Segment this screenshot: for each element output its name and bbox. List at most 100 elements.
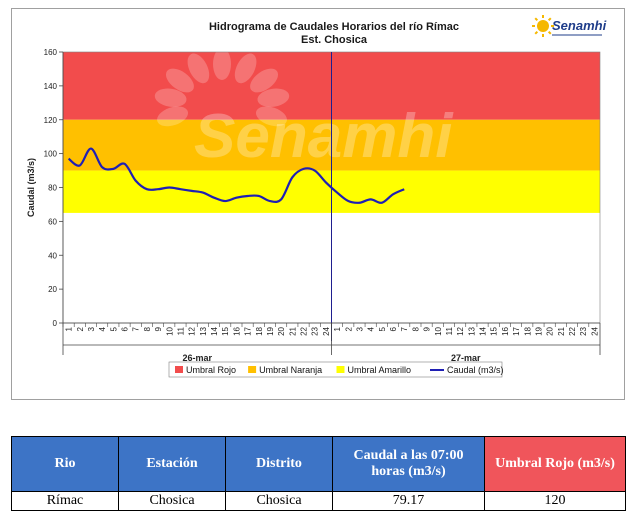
x-tick-label: 12 (456, 326, 465, 335)
x-tick-label: 5 (109, 326, 118, 331)
x-tick-label: 2 (76, 326, 85, 331)
x-tick-label: 19 (534, 326, 543, 335)
x-tick-label: 23 (311, 326, 320, 335)
y-tick-label: 40 (48, 251, 57, 260)
x-tick-label: 4 (98, 326, 107, 331)
watermark-sun-ray (213, 48, 231, 80)
x-tick-label: 6 (389, 326, 398, 331)
y-tick-label: 80 (48, 184, 57, 193)
senamhi-logo: Senamhi (532, 15, 607, 37)
x-tick-label: 20 (277, 326, 286, 335)
x-tick-label: 8 (411, 326, 420, 331)
watermark-sun-ray (154, 88, 187, 107)
watermark-sun-ray (234, 53, 257, 84)
chart-title: Hidrograma de Caudales Horarios del río … (209, 21, 459, 33)
x-tick-label: 10 (165, 326, 174, 335)
legend-swatch (248, 366, 257, 373)
header-distrito: Distrito (225, 436, 333, 492)
legend-label: Umbral Rojo (186, 365, 236, 375)
watermark-sun-ray (157, 106, 189, 127)
watermark-group: Senamhi (154, 48, 454, 171)
x-tick-label: 13 (467, 326, 476, 335)
x-tick-label: 1 (333, 326, 342, 331)
y-axis-label: Caudal (m3/s) (26, 158, 36, 217)
cell-estacion: Chosica (118, 491, 226, 511)
x-tick-label: 9 (154, 326, 163, 331)
x-tick-label: 16 (232, 326, 241, 335)
x-tick-label: 4 (367, 326, 376, 331)
x-tick-label: 8 (143, 326, 152, 331)
cell-caudal: 79.17 (332, 491, 485, 511)
x-tick-label: 7 (400, 326, 409, 331)
x-tick-label: 13 (199, 326, 208, 335)
logo-text: Senamhi (552, 18, 607, 33)
legend-box (168, 361, 503, 378)
legend-swatch (336, 366, 345, 373)
x-tick-label: 2 (344, 326, 353, 331)
y-tick-label: 160 (44, 48, 58, 57)
x-tick-label: 11 (176, 326, 185, 335)
y-tick-label: 140 (44, 82, 58, 91)
x-tick-label: 17 (512, 326, 521, 335)
x-tick-label: 20 (546, 326, 555, 335)
cell-umbral-rojo: 120 (484, 491, 626, 511)
watermark-text: Senamhi (194, 102, 454, 171)
day-label: 27-mar (451, 353, 481, 363)
legend-swatch (175, 366, 183, 373)
logo-sun-ray (547, 30, 552, 35)
x-tick-label: 12 (188, 326, 197, 335)
y-tick-label: 20 (48, 285, 57, 294)
header-caudal: Caudal a las 07:00 horas (m3/s) (332, 436, 485, 492)
x-tick-label: 18 (523, 326, 532, 335)
cell-distrito: Chosica (225, 491, 333, 511)
watermark-sun-ray (250, 68, 279, 93)
x-tick-label: 1 (65, 326, 74, 331)
logo-sun-ray (547, 17, 552, 22)
x-tick-label: 7 (132, 326, 141, 331)
y-tick-label: 100 (44, 150, 58, 159)
legend-label: Umbral Naranja (259, 365, 322, 375)
chart-subtitle: Est. Chosica (301, 34, 368, 46)
x-tick-label: 15 (221, 326, 230, 335)
x-tick-label: 16 (501, 326, 510, 335)
logo-sun-ray (534, 30, 539, 35)
logo-tagline-bar (552, 34, 602, 36)
logo-sun-icon (537, 20, 549, 32)
cell-rio: Rímac (11, 491, 119, 511)
legend-label: Umbral Amarillo (348, 365, 412, 375)
day-label: 26-mar (182, 353, 212, 363)
logo-sun-ray (534, 17, 539, 22)
x-tick-label: 17 (244, 326, 253, 335)
watermark-sun-ray (165, 68, 194, 93)
x-tick-label: 14 (479, 326, 488, 335)
x-tick-label: 14 (210, 326, 219, 335)
x-tick-label: 3 (355, 326, 364, 331)
x-tick-label: 19 (266, 326, 275, 335)
x-tick-label: 11 (445, 326, 454, 335)
y-tick-label: 0 (53, 319, 58, 328)
x-tick-label: 9 (423, 326, 432, 331)
table-row: Rímac Chosica Chosica 79.17 120 (11, 491, 626, 511)
y-tick-label: 60 (48, 217, 57, 226)
x-tick-label: 24 (322, 326, 331, 335)
header-rio: Rio (11, 436, 119, 492)
x-tick-label: 18 (255, 326, 264, 335)
x-tick-label: 15 (490, 326, 499, 335)
x-tick-label: 21 (288, 326, 297, 335)
x-tick-label: 22 (568, 326, 577, 335)
header-umbral-rojo: Umbral Rojo (m3/s) (484, 436, 626, 492)
x-tick-label: 6 (121, 326, 130, 331)
x-tick-label: 5 (378, 326, 387, 331)
x-tick-label: 3 (87, 326, 96, 331)
x-tick-label: 10 (434, 326, 443, 335)
x-tick-label: 21 (557, 326, 566, 335)
legend-label: Caudal (m3/s) (447, 365, 504, 375)
x-tick-label: 22 (300, 326, 309, 335)
chart-frame: Senamhi 0 20 40 60 80 100 120 140 160 Caudal (m3/s… (11, 8, 625, 400)
data-table: Rio Estación Distrito Caudal a las 07:00… (11, 436, 626, 511)
table-header-row: Rio Estación Distrito Caudal a las 07:00… (11, 436, 626, 492)
y-tick-label: 120 (44, 116, 58, 125)
header-estacion: Estación (118, 436, 226, 492)
x-tick-label: 23 (579, 326, 588, 335)
